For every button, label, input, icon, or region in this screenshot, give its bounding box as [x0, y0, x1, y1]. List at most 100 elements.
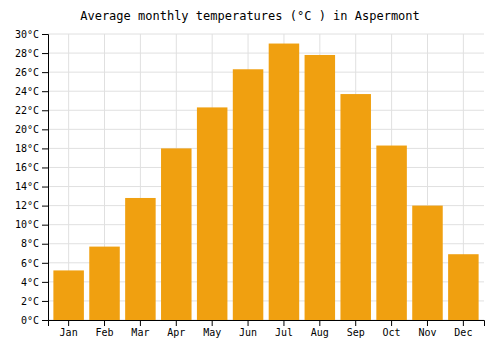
tick-label: 2°C: [21, 296, 39, 307]
tick-label: 0°C: [21, 315, 39, 326]
tick-label: 10°C: [15, 219, 39, 230]
tick: Jul: [275, 320, 293, 338]
bar: [233, 69, 264, 320]
tick-label: May: [203, 327, 221, 338]
tick-mark: [42, 91, 48, 92]
tick-label: 20°C: [15, 124, 39, 135]
tick: 16°C: [15, 162, 48, 173]
tick: Oct: [383, 320, 401, 338]
grid-line: [48, 91, 484, 92]
tick: 6°C: [21, 258, 48, 269]
tick-label: 24°C: [15, 86, 39, 97]
tick-mark: [140, 320, 141, 326]
tick: Jun: [239, 320, 257, 338]
tick-label: Apr: [167, 327, 185, 338]
x-axis: JanFebMarAprMayJunJulAugSepOctNovDec: [49, 320, 485, 338]
tick-label: Aug: [311, 327, 329, 338]
tick-label: 4°C: [21, 277, 39, 288]
tick-label: Nov: [418, 327, 436, 338]
tick-label: 22°C: [15, 105, 39, 116]
tick-label: 18°C: [15, 143, 39, 154]
tick-mark: [42, 225, 48, 226]
tick-label: Jul: [275, 327, 293, 338]
tick-mark: [42, 53, 48, 54]
tick-label: Jun: [239, 327, 257, 338]
tick: 30°C: [15, 29, 48, 40]
tick-mark: [283, 320, 284, 326]
tick-mark: [42, 320, 48, 321]
tick-mark: [248, 320, 249, 326]
tick-label: 6°C: [21, 258, 39, 269]
tick: Jan: [60, 320, 78, 338]
y-axis: 0°C 2°C 4°C 6°C 8°C 10°C 12°C 14°C 16°C 18°C 20°C 2…: [15, 29, 49, 326]
tick-mark: [42, 263, 48, 264]
bar: [448, 254, 479, 320]
bar: [197, 107, 228, 320]
grid-line: [48, 148, 484, 149]
bar: [412, 206, 443, 320]
title: Average monthly temperatures (°C ) in As…: [80, 9, 420, 23]
tick-mark: [391, 320, 392, 326]
tick: 28°C: [15, 48, 48, 59]
tick: Apr: [167, 320, 185, 338]
grid-line: [48, 72, 484, 73]
axis-line: [42, 35, 49, 321]
tick: 12°C: [15, 200, 48, 211]
tick: 4°C: [21, 277, 48, 288]
tick-label: Jan: [60, 327, 78, 338]
grid-line: [48, 129, 484, 130]
tick: Mar: [131, 320, 149, 338]
tick-label: Feb: [95, 327, 113, 338]
bar: [53, 270, 84, 320]
tick: 18°C: [15, 143, 48, 154]
tick-mark: [427, 320, 428, 326]
grid-line: [48, 186, 484, 187]
tick-label: 28°C: [15, 48, 39, 59]
tick-mark: [42, 110, 48, 111]
bars: [53, 44, 478, 320]
tick-label: 16°C: [15, 162, 39, 173]
plot: 0°C 2°C 4°C 6°C 8°C 10°C 12°C 14°C 16°C 18°C 20°C 2…: [15, 29, 485, 338]
tick-label: 14°C: [15, 181, 39, 192]
tick: Nov: [418, 320, 436, 338]
tick: 22°C: [15, 105, 48, 116]
tick: 24°C: [15, 86, 48, 97]
tick-mark: [42, 244, 48, 245]
bar: [89, 247, 120, 320]
tick-mark: [68, 320, 69, 326]
bar: [340, 94, 371, 320]
bar: [305, 55, 336, 320]
tick-mark: [212, 320, 213, 326]
tick-mark: [42, 206, 48, 207]
tick-mark: [42, 282, 48, 283]
bar: [125, 198, 156, 320]
tick-mark: [104, 320, 105, 326]
axis-line: [49, 321, 485, 327]
grid-line: [48, 34, 484, 35]
tick-mark: [176, 320, 177, 326]
tick: May: [203, 320, 221, 338]
tick: 8°C: [21, 238, 48, 249]
tick: 2°C: [21, 296, 48, 307]
bar: [269, 44, 300, 320]
tick: 0°C: [21, 315, 48, 326]
tick: 14°C: [15, 181, 48, 192]
tick-mark: [319, 320, 320, 326]
tick: Feb: [95, 320, 113, 338]
grid: [48, 34, 484, 320]
tick-label: 30°C: [15, 29, 39, 40]
tick-label: Dec: [454, 327, 472, 338]
tick-mark: [42, 129, 48, 130]
grid-line: [48, 53, 484, 54]
tick-mark: [42, 167, 48, 168]
grid-line: [48, 110, 484, 111]
bar: [376, 146, 407, 320]
tick-mark: [355, 320, 356, 326]
chart: 0°C 2°C 4°C 6°C 8°C 10°C 12°C 14°C 16°C 18°C 20°C 2…: [0, 0, 500, 350]
grid-line: [48, 167, 484, 168]
tick-label: 26°C: [15, 67, 39, 78]
tick-label: 8°C: [21, 238, 39, 249]
tick-mark: [42, 301, 48, 302]
tick-label: Oct: [383, 327, 401, 338]
tick: 20°C: [15, 124, 48, 135]
